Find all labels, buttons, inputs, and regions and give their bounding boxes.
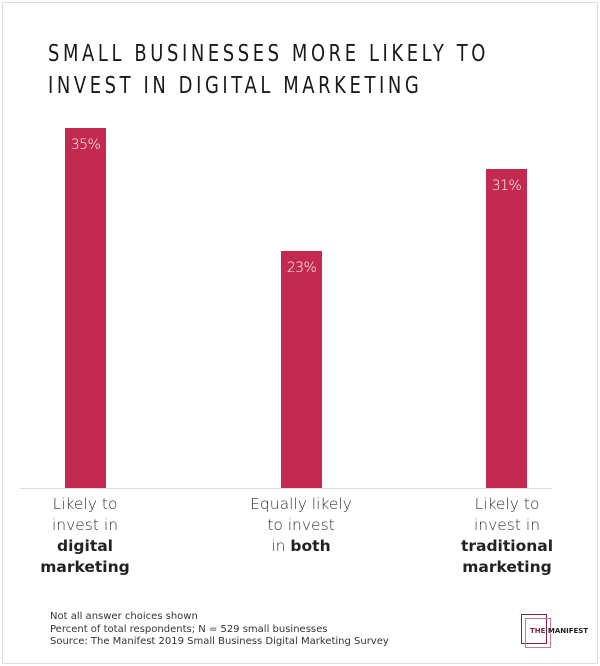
- footnote-line: Not all answer choices shown: [50, 611, 198, 622]
- chart-title-line-2: INVEST IN DIGITAL MARKETING: [48, 73, 423, 99]
- bar-value-label: 31%: [491, 178, 522, 194]
- category-label-digital: Likely to invest in digital marketing: [40, 495, 130, 576]
- logo-square-icon: [525, 618, 551, 648]
- bar-digital: 35%: [65, 128, 106, 488]
- category-label-both: Equally likely to invest in both: [250, 495, 352, 555]
- bar-value-label: 23%: [286, 260, 317, 276]
- bar-value-label: 35%: [70, 137, 101, 153]
- bar-both: 23%: [281, 251, 322, 488]
- category-label-traditional: Likely to invest in traditional marketin…: [460, 495, 554, 576]
- chart-title: SMALL BUSINESSES MORE LIKELY TO INVEST I…: [48, 38, 489, 102]
- logo-text: THE MANIFEST: [530, 627, 589, 635]
- footnote-line: Percent of total respondents; N = 529 sm…: [50, 623, 328, 635]
- chart-title-line-1: SMALL BUSINESSES MORE LIKELY TO: [48, 41, 489, 67]
- bar-traditional: 31%: [486, 169, 527, 488]
- the-manifest-logo: THE MANIFEST: [521, 614, 588, 650]
- x-axis-line: [20, 488, 552, 489]
- source-line: Source: The Manifest 2019 Small Business…: [50, 636, 389, 647]
- logo-square-icon: [521, 614, 547, 644]
- footnotes: Not all answer choices shown Percent of …: [50, 611, 389, 649]
